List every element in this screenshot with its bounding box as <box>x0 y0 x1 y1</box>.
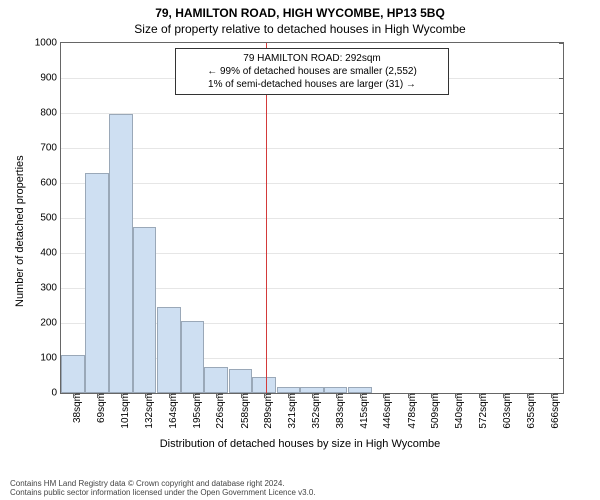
histogram-bar <box>157 307 181 393</box>
histogram-bar <box>133 227 157 393</box>
histogram-bar <box>85 173 109 394</box>
y-tick-mark <box>559 323 564 324</box>
y-tick-label: 600 <box>40 178 61 189</box>
gridline <box>61 183 563 184</box>
y-tick-label: 800 <box>40 108 61 119</box>
x-tick-label: 572sqm <box>478 393 489 429</box>
x-tick-label: 132sqm <box>144 393 155 429</box>
x-tick-label: 352sqm <box>311 393 322 429</box>
x-tick-label: 383sqm <box>335 393 346 429</box>
x-tick-label: 321sqm <box>287 393 298 429</box>
x-tick-label: 540sqm <box>454 393 465 429</box>
x-tick-label: 38sqm <box>72 393 83 423</box>
x-tick-label: 226sqm <box>215 393 226 429</box>
y-axis-label: Number of detached properties <box>14 155 26 307</box>
page-subtitle: Size of property relative to detached ho… <box>0 20 600 36</box>
x-axis-label: Distribution of detached houses by size … <box>0 438 600 450</box>
x-tick-label: 478sqm <box>407 393 418 429</box>
y-tick-label: 400 <box>40 248 61 259</box>
annotation-line: 1% of semi-detached houses are larger (3… <box>182 78 442 91</box>
y-tick-label: 100 <box>40 353 61 364</box>
x-tick-label: 101sqm <box>120 393 131 429</box>
y-tick-label: 200 <box>40 318 61 329</box>
gridline <box>61 113 563 114</box>
y-tick-mark <box>559 288 564 289</box>
x-tick-label: 164sqm <box>168 393 179 429</box>
page-title: 79, HAMILTON ROAD, HIGH WYCOMBE, HP13 5B… <box>0 0 600 20</box>
y-tick-label: 1000 <box>35 38 61 49</box>
y-tick-mark <box>559 113 564 114</box>
y-tick-label: 900 <box>40 73 61 84</box>
histogram-bar <box>181 321 205 393</box>
histogram-bar <box>252 377 276 393</box>
x-tick-label: 603sqm <box>502 393 513 429</box>
gridline <box>61 218 563 219</box>
annotation-line: ← 99% of detached houses are smaller (2,… <box>182 65 442 78</box>
annotation-line: 79 HAMILTON ROAD: 292sqm <box>182 52 442 65</box>
y-tick-mark <box>559 43 564 44</box>
y-tick-mark <box>559 253 564 254</box>
y-tick-label: 0 <box>51 388 61 399</box>
histogram-bar <box>229 369 253 394</box>
histogram-bar <box>109 114 133 393</box>
footer-text: Contains HM Land Registry data © Crown c… <box>10 479 590 498</box>
reference-line <box>266 43 267 393</box>
footer-line: Contains HM Land Registry data © Crown c… <box>10 479 590 489</box>
x-tick-label: 666sqm <box>550 393 561 429</box>
y-tick-label: 500 <box>40 213 61 224</box>
y-tick-mark <box>559 358 564 359</box>
y-tick-mark <box>559 78 564 79</box>
x-tick-label: 446sqm <box>382 393 393 429</box>
y-tick-mark <box>559 218 564 219</box>
x-tick-label: 415sqm <box>359 393 370 429</box>
histogram-bar <box>204 367 228 393</box>
x-tick-label: 69sqm <box>96 393 107 423</box>
y-tick-label: 300 <box>40 283 61 294</box>
footer-line: Contains public sector information licen… <box>10 488 590 498</box>
histogram-bar <box>61 355 85 394</box>
x-tick-label: 289sqm <box>263 393 274 429</box>
x-tick-label: 509sqm <box>430 393 441 429</box>
x-tick-label: 195sqm <box>192 393 203 429</box>
gridline <box>61 148 563 149</box>
annotation-box: 79 HAMILTON ROAD: 292sqm ← 99% of detach… <box>175 48 449 95</box>
x-tick-label: 635sqm <box>526 393 537 429</box>
y-tick-mark <box>559 183 564 184</box>
x-tick-label: 258sqm <box>240 393 251 429</box>
y-tick-label: 700 <box>40 143 61 154</box>
y-tick-mark <box>559 148 564 149</box>
